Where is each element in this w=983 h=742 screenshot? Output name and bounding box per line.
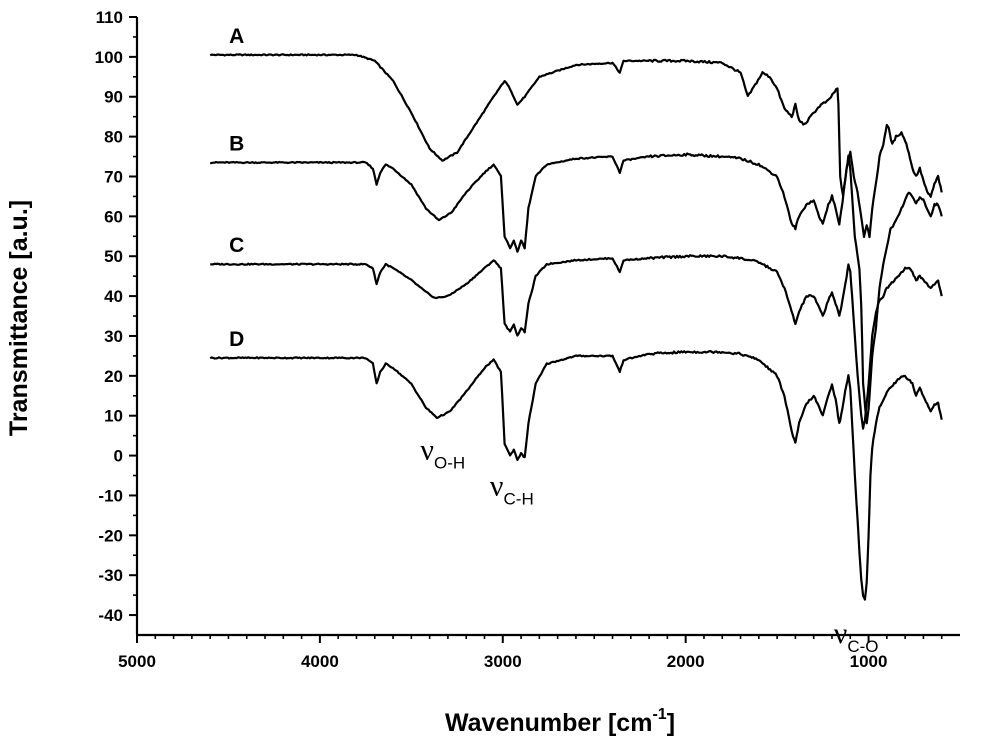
annotation-c-o: νC-O bbox=[834, 617, 879, 656]
series-b-line bbox=[210, 152, 943, 425]
y-tick-label: 20 bbox=[104, 367, 123, 386]
y-ticks: -40 -30 -20 -10 0 10 20 30 40 50 60 70 80 90 100 110 bbox=[95, 8, 137, 625]
x-tick-label: 4000 bbox=[301, 652, 339, 671]
series-group: A B C D bbox=[209, 25, 943, 601]
annotation-symbol: ν bbox=[834, 617, 848, 650]
series-a-label: A bbox=[229, 25, 244, 48]
series-a-line bbox=[209, 53, 943, 239]
series-c-line bbox=[210, 254, 943, 430]
y-tick-label: 50 bbox=[104, 247, 123, 266]
y-tick-label: 60 bbox=[104, 207, 123, 226]
annotation-c-h: νC-H bbox=[490, 469, 534, 508]
series-b-label: B bbox=[229, 133, 244, 156]
annotation-o-h: νO-H bbox=[420, 434, 465, 473]
y-tick-label: 70 bbox=[104, 167, 123, 186]
y-tick-label: -30 bbox=[98, 566, 123, 585]
y-tick-label: 10 bbox=[104, 407, 123, 426]
series-c-label: C bbox=[229, 234, 244, 257]
x-tick-label: 5000 bbox=[118, 652, 156, 671]
y-tick-label: 30 bbox=[104, 327, 123, 346]
annotations: νO-HνC-HνC-O bbox=[420, 434, 878, 656]
x-tick-label: 2000 bbox=[667, 652, 705, 671]
x-axis-title-main: Wavenumber [cm bbox=[445, 709, 652, 737]
x-tick-label: 1000 bbox=[850, 652, 888, 671]
y-tick-label: 100 bbox=[95, 48, 123, 67]
annotation-symbol: ν bbox=[420, 434, 434, 467]
y-tick-label: 90 bbox=[104, 88, 123, 107]
x-tick-label: 3000 bbox=[484, 652, 522, 671]
y-tick-label: 80 bbox=[104, 128, 123, 147]
annotation-subscript: C-H bbox=[504, 489, 534, 508]
x-axis-title-superscript: -1 bbox=[652, 706, 666, 723]
annotation-subscript: C-O bbox=[847, 637, 878, 656]
y-axis-title: Transmittance [a.u.] bbox=[5, 200, 33, 436]
annotation-symbol: ν bbox=[490, 469, 504, 502]
x-axis-title-end: ] bbox=[667, 709, 675, 737]
y-tick-label: -20 bbox=[98, 526, 123, 545]
y-tick-label: -10 bbox=[98, 486, 123, 505]
series-d-label: D bbox=[229, 328, 244, 351]
y-tick-label: 110 bbox=[96, 8, 123, 27]
series-d-line bbox=[209, 350, 943, 601]
annotation-subscript: O-H bbox=[434, 454, 465, 473]
x-ticks: 5000 4000 3000 2000 1000 bbox=[118, 635, 943, 671]
x-axis-title: Wavenumber [cm-1] bbox=[445, 706, 675, 737]
y-tick-label: 0 bbox=[114, 447, 123, 466]
y-tick-label: 40 bbox=[104, 287, 123, 306]
y-tick-label: -40 bbox=[98, 606, 123, 625]
